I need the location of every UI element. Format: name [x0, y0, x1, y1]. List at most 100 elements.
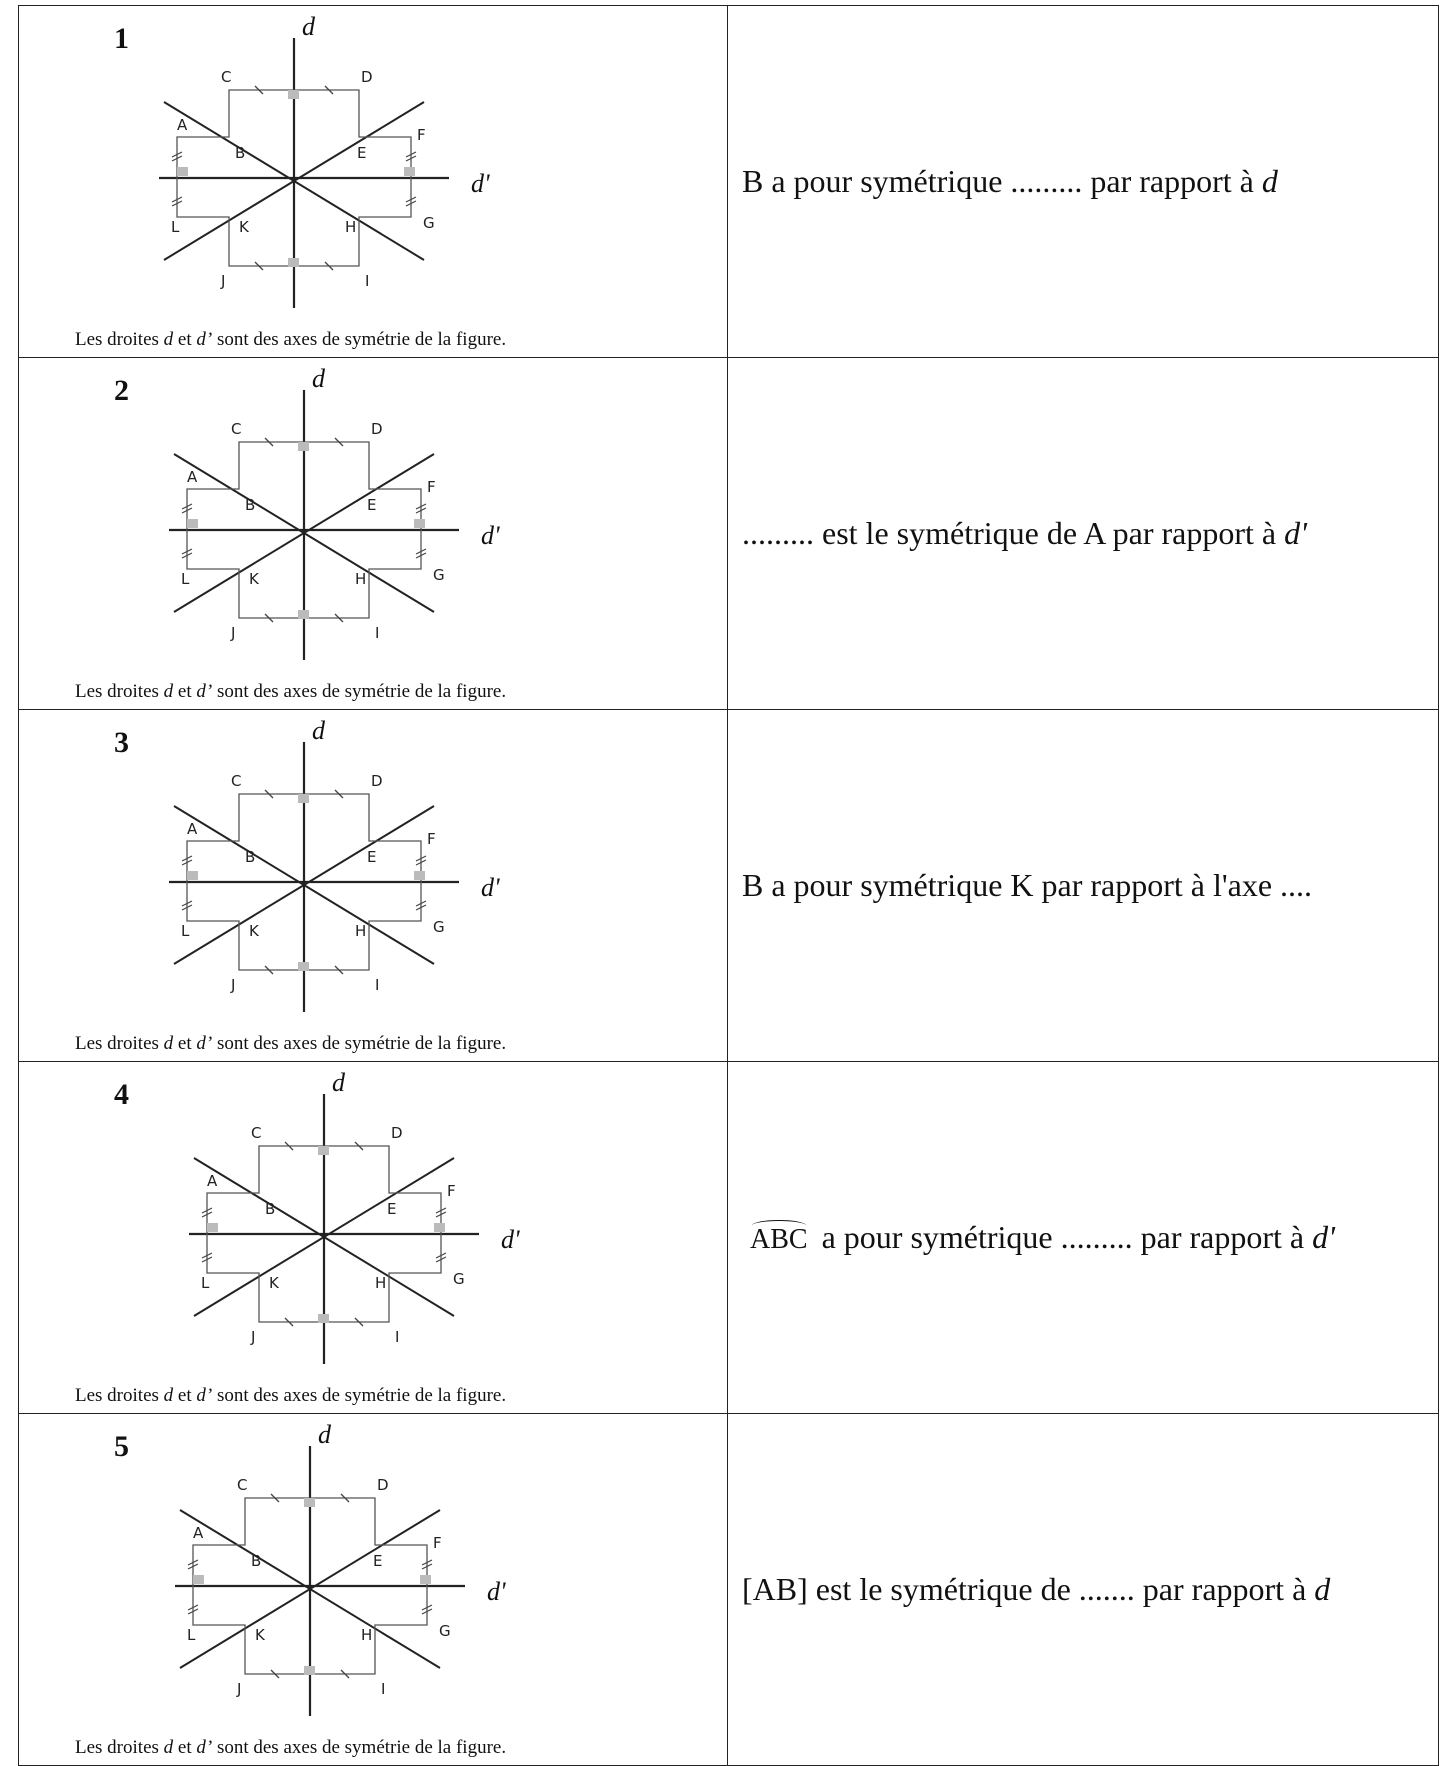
double-tick-mark [187, 1604, 199, 1611]
double-tick-mark [181, 855, 193, 862]
question-statement: ......... est le symétrique de A par rap… [742, 515, 1285, 551]
tick-mark [264, 437, 274, 447]
double-tick-mark [421, 1608, 433, 1615]
right-angle-mark [207, 1223, 218, 1232]
double-tick-mark [201, 1256, 213, 1263]
caption-part: d [163, 1385, 174, 1406]
double-tick-mark [181, 900, 193, 907]
caption-part: d [163, 329, 174, 350]
symmetric-figure-outline [206, 1145, 442, 1323]
axis-d-prime-label: d' [481, 873, 500, 902]
point-label-b: B [245, 496, 255, 514]
axis-d-label: d [312, 716, 326, 745]
question-statement: [AB] est le symétrique de ....... par ra… [742, 1571, 1315, 1607]
symmetric-figure-outline [176, 89, 412, 267]
question-cell: B a pour symétrique K par rapport à l'ax… [727, 709, 1439, 1062]
double-tick-mark [415, 859, 427, 866]
right-angle-mark [187, 871, 198, 880]
right-angle-mark [177, 167, 188, 176]
point-label-d: D [371, 420, 383, 438]
double-tick-mark [405, 196, 417, 203]
point-label-b: B [235, 144, 245, 162]
question-text: B a pour symétrique K par rapport à l'ax… [728, 867, 1438, 904]
axis-d-label: d [302, 12, 316, 41]
double-tick-mark [181, 859, 193, 866]
angle-abc: ABC [750, 1220, 808, 1255]
right-angle-mark [298, 794, 309, 803]
double-tick-mark [421, 1559, 433, 1566]
point-label-g: G [439, 1622, 451, 1640]
point-label-e: E [387, 1200, 396, 1218]
point-label-f: F [447, 1182, 456, 1200]
tick-mark [284, 1317, 294, 1327]
point-label-h: H [355, 922, 366, 940]
symmetric-figure-outline [186, 441, 422, 619]
diagonal-line-2 [193, 1157, 455, 1317]
point-label-l: L [171, 218, 180, 236]
double-tick-mark [435, 1207, 447, 1214]
point-label-h: H [375, 1274, 386, 1292]
caption-part: d [163, 1033, 174, 1054]
double-tick-mark [415, 552, 427, 559]
double-tick-mark [181, 552, 193, 559]
symmetric-figure-outline [186, 793, 422, 971]
diagonal-line-2 [173, 805, 435, 965]
tick-mark [264, 789, 274, 799]
tick-mark [354, 1317, 364, 1327]
tick-mark [334, 437, 344, 447]
caption-part: Les droites [75, 1737, 164, 1758]
symmetric-figure-outline [192, 1497, 428, 1675]
caption-part: Les droites [75, 1385, 164, 1406]
point-label-j: J [230, 976, 235, 994]
right-angle-mark [288, 90, 299, 99]
point-label-a: A [177, 116, 188, 134]
caption-part: d’ [196, 1737, 213, 1758]
caption-part: Les droites [75, 329, 164, 350]
caption-part: d’ [196, 329, 213, 350]
point-label-c: C [231, 772, 241, 790]
diagonal-line-2 [163, 101, 425, 261]
double-tick-mark [435, 1252, 447, 1259]
double-tick-mark [171, 155, 183, 162]
right-angle-mark [304, 1498, 315, 1507]
point-label-j: J [230, 624, 235, 642]
double-tick-mark [405, 151, 417, 158]
tick-mark [340, 1493, 350, 1503]
double-tick-mark [435, 1256, 447, 1263]
double-tick-mark [187, 1563, 199, 1570]
right-angle-mark [318, 1314, 329, 1323]
exercise-number: 1 [114, 22, 129, 55]
point-label-k: K [255, 1626, 266, 1644]
axis-d-prime-label: d' [471, 169, 490, 198]
point-label-l: L [201, 1274, 210, 1292]
exercise-number: 5 [114, 1430, 129, 1463]
right-angle-mark [414, 871, 425, 880]
caption-part: d’ [196, 681, 213, 702]
double-tick-mark [415, 548, 427, 555]
axis-variable: d [1261, 163, 1278, 199]
right-angle-mark [298, 962, 309, 971]
diagonal-line-2 [179, 1509, 441, 1669]
point-label-f: F [433, 1534, 442, 1552]
tick-mark [270, 1669, 280, 1679]
axis-d-prime-label: d' [501, 1225, 520, 1254]
double-tick-mark [435, 1211, 447, 1218]
point-label-f: F [417, 126, 426, 144]
question-text: ......... est le symétrique de A par rap… [728, 515, 1438, 552]
question-statement: a pour symétrique ......... par rapport … [813, 1219, 1313, 1255]
point-label-c: C [251, 1124, 261, 1142]
caption-part: sont des axes de symétrie de la figure. [212, 329, 507, 350]
point-label-g: G [433, 918, 445, 936]
point-label-i: I [381, 1680, 385, 1698]
point-label-j: J [236, 1680, 241, 1698]
tick-mark [334, 613, 344, 623]
right-angle-mark [288, 258, 299, 267]
point-label-d: D [361, 68, 373, 86]
point-label-a: A [187, 468, 198, 486]
point-label-a: A [187, 820, 198, 838]
